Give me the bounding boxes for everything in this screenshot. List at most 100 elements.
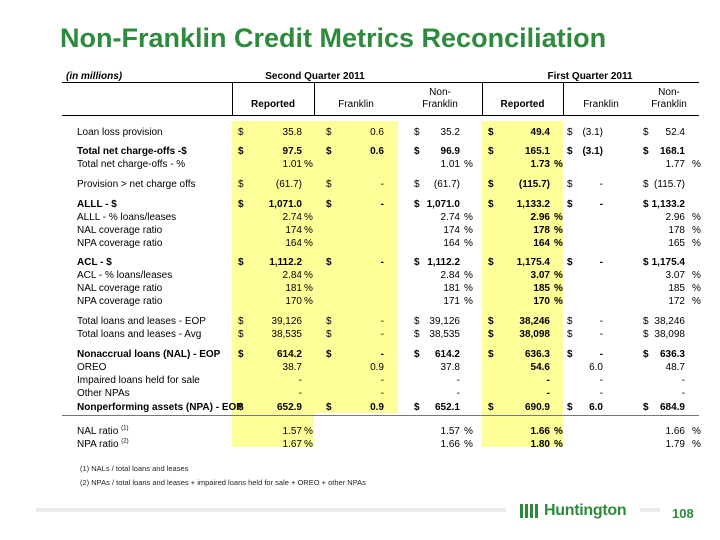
cell-value: -: [380, 257, 384, 268]
slide-title: Non-Franklin Credit Metrics Reconciliati…: [60, 23, 607, 53]
cell-value: 165: [668, 238, 685, 249]
row-label: ACL - $: [77, 256, 112, 269]
row-label: NPA ratio (2): [77, 438, 129, 451]
cell-currency: $: [326, 349, 332, 360]
cell-value: 6.0: [589, 362, 603, 373]
cell-value: -: [599, 388, 603, 399]
cell-currency: $: [238, 349, 244, 360]
cell-value: 1,175.4: [516, 257, 550, 268]
cell-currency: $: [414, 257, 420, 268]
cell-percent: %: [464, 212, 473, 223]
row-label: ALLL - $: [77, 198, 117, 211]
row-label-text: NAL coverage ratio: [77, 225, 163, 236]
cell-percent: %: [554, 225, 563, 236]
cell-value: 1.57: [282, 426, 302, 437]
table-top-rule: [62, 82, 699, 83]
row-label: NAL coverage ratio: [77, 224, 162, 237]
cell-value: 614.2: [434, 349, 460, 360]
cell-value: 2.96: [530, 212, 550, 223]
cell-value: -: [380, 316, 384, 327]
cell-currency: $: [488, 402, 494, 413]
cell-value: 1,071.0: [426, 199, 460, 210]
cell-value: 52.4: [665, 127, 685, 138]
units-note: (in millions): [66, 71, 123, 82]
cell-percent: %: [692, 159, 701, 170]
cell-currency: $: [488, 199, 494, 210]
cell-percent: %: [304, 270, 313, 281]
cell-value: 172: [668, 296, 685, 307]
row-label-text: Total loans and leases - EOP: [77, 316, 206, 327]
footer-rule-right: [640, 508, 660, 512]
cell-value: -: [599, 199, 603, 210]
cell-percent: %: [304, 439, 313, 450]
cell-value: 96.9: [440, 146, 460, 157]
cell-value: 49.4: [530, 127, 550, 138]
highlight-q1-reported: [482, 121, 563, 447]
row-label: Total net charge-offs -$: [77, 145, 187, 158]
cell-value: 97.5: [282, 146, 302, 157]
cell-value: 3.07: [530, 270, 550, 281]
cell-value: 636.3: [659, 349, 685, 360]
cell-percent: %: [464, 159, 473, 170]
cell-value: -: [599, 329, 603, 340]
cell-value: 170: [285, 296, 302, 307]
row-label-text: NPA coverage ratio: [77, 296, 163, 307]
cell-value: 170: [533, 296, 550, 307]
col-q2-reported: Reported: [251, 99, 295, 110]
cell-value: (3.1): [582, 146, 603, 157]
cell-percent: %: [304, 426, 313, 437]
cell-percent: %: [554, 159, 563, 170]
period-header-q1: First Quarter 2011: [547, 71, 633, 82]
cell-value: 614.2: [276, 349, 302, 360]
cell-value: (115.7): [518, 179, 550, 190]
cell-currency: $: [643, 316, 649, 327]
cell-percent: %: [304, 212, 313, 223]
q2-divider-left: [232, 82, 233, 116]
cell-percent: %: [692, 238, 701, 249]
page-number: 108: [672, 506, 694, 521]
cell-currency: $: [238, 199, 244, 210]
cell-value: -: [380, 329, 384, 340]
period-divider: [482, 82, 483, 116]
row-label: Provision > net charge offs: [77, 178, 196, 191]
cell-value: (115.7): [654, 179, 685, 190]
row-label-text: ALLL - $: [77, 199, 117, 210]
cell-currency: $: [414, 199, 420, 210]
row-label: ACL - % loans/leases: [77, 269, 172, 282]
cell-value: 2.84: [282, 270, 302, 281]
cell-currency: $: [488, 146, 494, 157]
cell-value: -: [456, 375, 460, 386]
cell-value: 684.9: [659, 402, 685, 413]
cell-value: -: [298, 375, 302, 386]
cell-percent: %: [554, 439, 563, 450]
cell-value: 1,133.2: [651, 199, 685, 210]
q2-divider-mid: [314, 82, 315, 116]
cell-value: 1,112.2: [427, 257, 460, 268]
footer-rule: [36, 508, 506, 512]
row-label-text: Nonaccrual loans (NAL) - EOP: [77, 349, 221, 360]
cell-value: 1.79: [665, 439, 685, 450]
cell-currency: $: [326, 329, 332, 340]
cell-currency: $: [567, 316, 573, 327]
row-label: Total net charge-offs - %: [77, 158, 185, 171]
cell-value: 35.8: [282, 127, 302, 138]
cell-currency: $: [643, 127, 649, 138]
cell-currency: $: [488, 349, 494, 360]
cell-value: 38,246: [519, 316, 550, 327]
row-label-text: ACL - % loans/leases: [77, 270, 173, 281]
row-label-text: Loan loss provision: [77, 127, 163, 138]
cell-currency: $: [238, 257, 244, 268]
cell-currency: $: [238, 402, 244, 413]
cell-currency: $: [488, 329, 494, 340]
cell-currency: $: [414, 127, 420, 138]
cell-percent: %: [464, 238, 473, 249]
cell-value: 1.77: [665, 159, 685, 170]
cell-value: 39,126: [429, 316, 460, 327]
footnote-2: (2) NPAs / total loans and leases + impa…: [80, 478, 366, 487]
cell-value: (61.7): [433, 179, 460, 190]
cell-value: 164: [285, 238, 302, 249]
cell-value: (61.7): [275, 179, 302, 190]
cell-value: 54.6: [530, 362, 550, 373]
cell-value: -: [599, 179, 603, 190]
cell-currency: $: [326, 146, 332, 157]
